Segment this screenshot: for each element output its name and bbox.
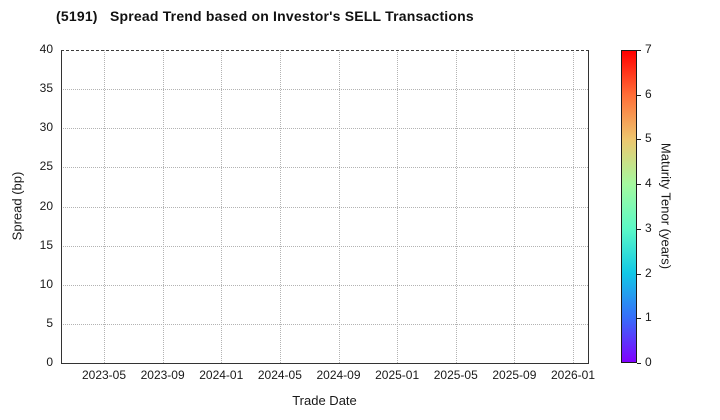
x-tick-label: 2024-09 <box>316 368 361 382</box>
colorbar-tick-label: 0 <box>645 355 652 369</box>
colorbar-tick-label: 1 <box>645 310 652 325</box>
gridline-vertical <box>397 50 399 363</box>
colorbar-tick-mark <box>637 273 641 275</box>
gridline-vertical <box>162 50 164 363</box>
gridline-vertical <box>573 50 574 363</box>
x-tick-label: 2024-05 <box>257 368 302 382</box>
gridline-horizontal <box>61 128 588 130</box>
colorbar-tick-label: 7 <box>645 42 652 56</box>
gridline-vertical <box>455 50 457 363</box>
axis-spine-right <box>588 50 589 364</box>
colorbar-tick-label: 6 <box>645 86 652 101</box>
gridline-horizontal <box>61 167 588 169</box>
colorbar-tick-mark <box>637 228 641 230</box>
gridline-horizontal <box>61 245 588 247</box>
colorbar-tick-label: 2 <box>645 265 652 280</box>
x-tick-label: 2023-09 <box>140 368 185 382</box>
x-tick-label: 2025-05 <box>433 368 478 382</box>
axis-spine-left <box>61 50 62 364</box>
colorbar-tick-mark <box>637 50 641 51</box>
chart-title: (5191) Spread Trend based on Investor's … <box>56 8 474 24</box>
colorbar-label: Maturity Tenor (years) <box>658 142 674 270</box>
y-tick-label: 25 <box>39 159 53 174</box>
colorbar-tick-label: 4 <box>645 176 652 191</box>
colorbar-tick-mark <box>637 184 641 186</box>
colorbar <box>621 50 637 363</box>
x-tick-label: 2025-09 <box>492 368 537 382</box>
x-tick-label: 2024-01 <box>199 368 244 382</box>
colorbar-tick-label: 3 <box>645 220 652 235</box>
y-tick-label: 0 <box>46 355 53 369</box>
y-tick-label: 15 <box>39 237 53 252</box>
gridline-vertical <box>221 50 223 363</box>
y-tick-label: 30 <box>39 120 53 135</box>
x-axis-label: Trade Date <box>292 393 357 408</box>
colorbar-tick-label: 5 <box>645 131 652 146</box>
gridline-vertical <box>514 50 516 363</box>
x-tick-label: 2025-01 <box>375 368 420 382</box>
gridline-horizontal <box>61 323 588 325</box>
colorbar-tick-mark <box>637 363 641 364</box>
gridline-horizontal <box>61 206 588 208</box>
y-tick-label: 10 <box>39 276 53 291</box>
y-tick-label: 40 <box>39 42 53 56</box>
gridline-vertical <box>104 50 105 363</box>
axis-spine-top <box>61 50 589 51</box>
x-tick-label: 2026-01 <box>550 368 596 382</box>
colorbar-tick-mark <box>637 318 641 320</box>
gridline-horizontal <box>61 284 588 286</box>
y-tick-label: 35 <box>39 81 53 96</box>
colorbar-tick-mark <box>637 94 641 96</box>
gridline-vertical <box>338 50 340 363</box>
x-tick-label: 2023-05 <box>81 368 127 382</box>
axis-spine-bottom <box>61 363 589 364</box>
y-tick-label: 5 <box>46 315 53 330</box>
gridline-horizontal <box>61 89 588 91</box>
y-tick-label: 20 <box>39 198 53 213</box>
gridline-vertical <box>279 50 281 363</box>
colorbar-tick-mark <box>637 139 641 141</box>
